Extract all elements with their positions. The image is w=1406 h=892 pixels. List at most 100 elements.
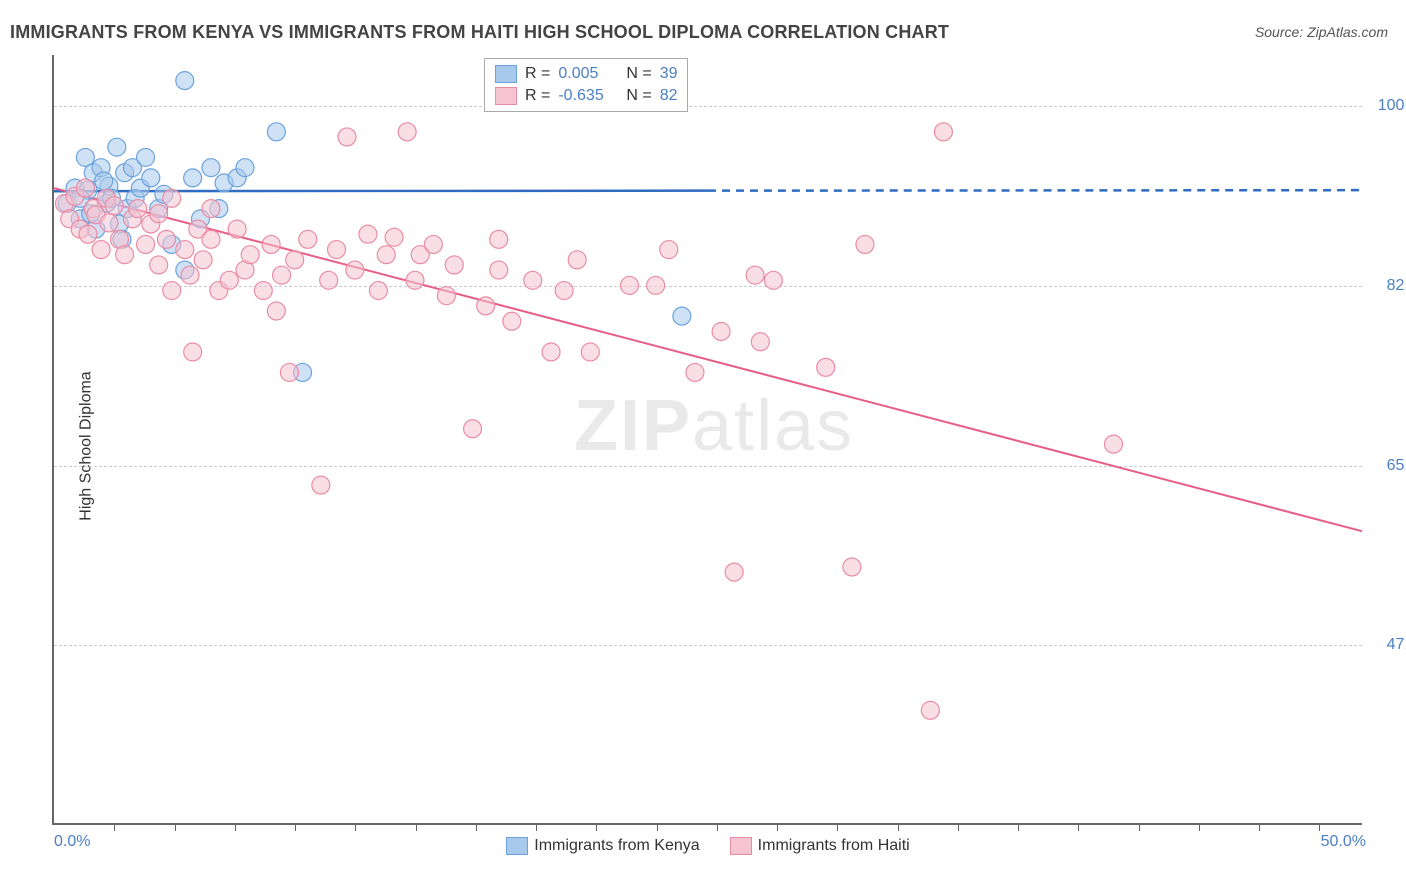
scatter-point [385,228,403,246]
scatter-point [856,235,874,253]
xtick [657,823,658,831]
legend-swatch [495,87,517,105]
scatter-point [503,312,521,330]
scatter-point [194,251,212,269]
scatter-point [241,246,259,264]
scatter-point [406,271,424,289]
scatter-point [490,230,508,248]
xtick [777,823,778,831]
scatter-point [369,282,387,300]
scatter-point [202,230,220,248]
scatter-point [228,220,246,238]
scatter-point [79,225,97,243]
legend-item: Immigrants from Haiti [730,837,910,855]
scatter-point [163,282,181,300]
xtick [114,823,115,831]
scatter-point [299,230,317,248]
legend-item: Immigrants from Kenya [506,837,699,855]
scatter-point [712,323,730,341]
scatter-point [116,246,134,264]
scatter-point [142,169,160,187]
scatter-point [647,276,665,294]
scatter-point [398,123,416,141]
xtick [355,823,356,831]
scatter-point [328,241,346,259]
scatter-point [725,563,743,581]
scatter-point [746,266,764,284]
scatter-point [921,701,939,719]
scatter-point [202,200,220,218]
scatter-point [764,271,782,289]
legend-swatch [495,65,517,83]
ytick-label: 65.0% [1372,457,1406,475]
xtick [175,823,176,831]
scatter-point [338,128,356,146]
scatter-point [92,241,110,259]
legend-n-value: 82 [660,85,678,107]
xtick [717,823,718,831]
scatter-point [464,420,482,438]
scatter-point [817,358,835,376]
xtick [898,823,899,831]
xtick [1319,823,1320,831]
trend-line-dashed [708,190,1362,191]
scatter-point [150,205,168,223]
xtick [1018,823,1019,831]
scatter-point [184,343,202,361]
scatter-point [555,282,573,300]
scatter-point [843,558,861,576]
scatter-point [137,235,155,253]
legend-r-label: R = [525,63,550,85]
scatter-point [108,138,126,156]
trend-line [54,191,708,192]
scatter-point [267,123,285,141]
legend-r-label: R = [525,85,550,107]
legend-row: R =0.005N =39 [495,63,677,85]
scatter-point [359,225,377,243]
plot-area: ZIPatlas R =0.005N =39R =-0.635N =82 47.… [52,55,1362,825]
trend-line [54,188,1362,531]
scatter-point [621,276,639,294]
chart-svg [54,55,1362,823]
scatter-point [137,148,155,166]
xtick [837,823,838,831]
scatter-point [581,343,599,361]
scatter-point [673,307,691,325]
scatter-point [76,179,94,197]
xtick [536,823,537,831]
scatter-point [445,256,463,274]
scatter-point [100,214,118,232]
scatter-point [176,241,194,259]
scatter-point [568,251,586,269]
scatter-point [1104,435,1122,453]
scatter-point [267,302,285,320]
scatter-point [150,256,168,274]
scatter-point [202,159,220,177]
scatter-point [105,197,123,215]
scatter-point [312,476,330,494]
legend-n-value: 39 [660,63,678,85]
scatter-point [163,189,181,207]
scatter-point [158,230,176,248]
legend-r-value: -0.635 [558,85,618,107]
scatter-point [660,241,678,259]
chart-title: IMMIGRANTS FROM KENYA VS IMMIGRANTS FROM… [10,22,949,43]
correlation-legend: R =0.005N =39R =-0.635N =82 [484,58,688,112]
scatter-point [934,123,952,141]
xtick [1199,823,1200,831]
scatter-point [751,333,769,351]
scatter-point [95,172,113,190]
ytick-label: 82.5% [1372,277,1406,295]
xtick [476,823,477,831]
scatter-point [262,235,280,253]
series-legend: Immigrants from Kenya Immigrants from Hai… [54,837,1362,855]
scatter-point [477,297,495,315]
xtick [958,823,959,831]
scatter-point [490,261,508,279]
scatter-point [524,271,542,289]
scatter-point [424,235,442,253]
legend-label: Immigrants from Kenya [534,837,699,855]
scatter-point [236,159,254,177]
scatter-point [129,200,147,218]
xtick [596,823,597,831]
